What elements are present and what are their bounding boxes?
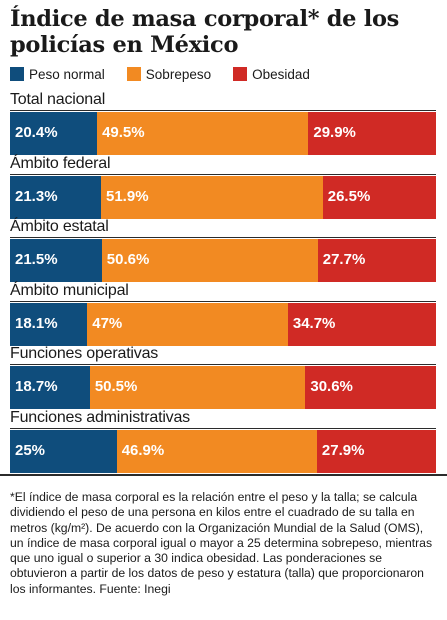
data-label: 20.4% [15,124,58,141]
category-label: Ámbito estatal [10,218,109,236]
row-rule [10,237,436,239]
stacked-bar: 21.5% 50.6% 27.7% [10,239,436,283]
data-label: 34.7% [292,314,336,332]
stacked-bar: 18.7% 50.5% 30.6% [10,366,436,410]
bar-segment-peso-normal: 18.7% [10,366,90,410]
data-label: 21.3% [15,187,58,205]
bar-segment-sobrepeso: 49.5% [97,112,309,155]
legend-label: Peso normal [29,66,105,82]
data-label: 30.6% [310,378,353,396]
bar-segment-obesidad: 27.9% [316,430,436,473]
category-label: Funciones administrativas [10,409,190,426]
bar-segment-sobrepeso: 50.5% [89,366,306,410]
footnote: *El índice de masa corporal es la relaci… [10,490,433,596]
data-label: 27.9% [321,442,365,459]
chart-title: Índice de masa corporal* de los policías… [10,6,400,58]
data-label: 18.7% [15,378,58,396]
bar-segment-obesidad: 30.6% [305,366,436,410]
category-label: Total nacional [10,91,106,108]
data-label: 18.1% [15,314,58,332]
category-label: Ámbito federal [10,154,111,172]
data-label: 47% [92,314,123,332]
data-label: 50.5% [94,378,138,396]
footnote-divider [0,474,447,476]
data-label: 25% [15,442,46,459]
row-rule [10,300,436,302]
bar-segment-obesidad: 34.7% [287,302,436,346]
data-label: 49.5% [102,124,145,141]
data-label: 27.7% [322,251,366,269]
stacked-bar: 21.3% 51.9% 26.5% [10,175,436,219]
data-label: 51.9% [106,187,149,205]
row-rule [10,173,436,175]
category-label: Funciones operativas [10,345,159,363]
legend: Peso normal Sobrepeso Obesidad [10,66,332,82]
row-rule [10,428,436,429]
legend-item-1: Sobrepeso [126,66,212,82]
row-rule [10,110,436,111]
stacked-bar: 20.4% 49.5% 29.9% [10,112,436,155]
stacked-bar: 18.1% 47% 34.7% [10,302,436,346]
bar-segment-peso-normal: 21.3% [10,175,101,219]
bar-segment-sobrepeso: 46.9% [116,430,317,473]
bar-segment-sobrepeso: 47% [87,302,288,346]
bar-segment-peso-normal: 20.4% [10,112,98,155]
bar-segment-sobrepeso: 51.9% [101,175,323,219]
stacked-bar: 25% 46.9% 27.9% [10,430,436,473]
data-label: 46.9% [121,442,165,459]
legend-swatch [233,67,248,81]
bar-segment-obesidad: 26.5% [322,175,436,219]
legend-item-0: Peso normal [10,67,105,82]
data-label: 26.5% [327,187,371,205]
bar-segment-sobrepeso: 50.6% [101,239,318,283]
legend-swatch [126,67,141,81]
category-label: Ámbito municipal [10,281,129,299]
bar-segment-obesidad: 29.9% [308,112,436,155]
legend-label: Obesidad [252,66,310,82]
bar-segment-obesidad: 27.7% [317,239,436,283]
data-label: 29.9% [313,124,356,141]
bar-segment-peso-normal: 18.1% [10,302,88,346]
legend-item-2: Obesidad [233,67,310,82]
row-rule [10,364,436,366]
legend-label: Sobrepeso [145,66,212,82]
bar-segment-peso-normal: 21.5% [10,239,102,283]
legend-swatch [10,67,24,81]
data-label: 50.6% [106,251,150,269]
bar-segment-peso-normal: 25% [10,430,117,473]
data-label: 21.5% [15,251,58,269]
